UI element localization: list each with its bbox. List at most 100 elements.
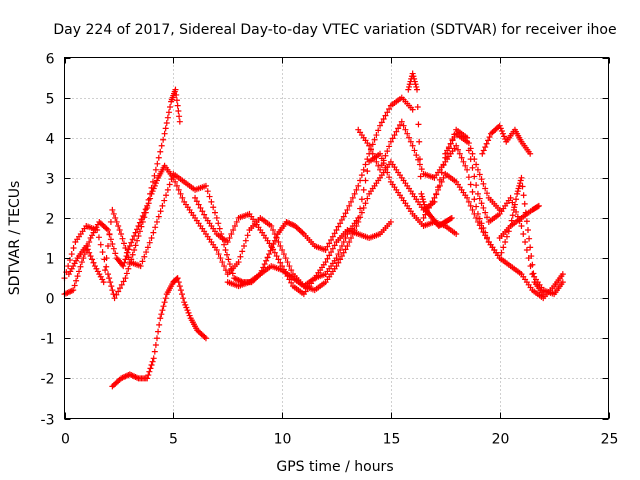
data-point bbox=[400, 122, 407, 129]
data-point bbox=[208, 198, 215, 205]
data-point bbox=[355, 218, 362, 225]
data-point bbox=[110, 245, 117, 252]
data-point bbox=[163, 120, 170, 127]
data-point bbox=[106, 230, 113, 237]
data-point bbox=[179, 291, 186, 298]
data-point bbox=[120, 263, 127, 270]
series-track-10 bbox=[479, 122, 534, 157]
data-point bbox=[530, 270, 537, 277]
data-point bbox=[146, 368, 153, 375]
data-point bbox=[70, 245, 77, 252]
data-point bbox=[129, 251, 136, 258]
data-point bbox=[183, 304, 190, 311]
data-point bbox=[149, 178, 156, 185]
data-point bbox=[176, 118, 183, 125]
data-point bbox=[442, 150, 449, 157]
data-point bbox=[482, 232, 489, 239]
data-point bbox=[153, 218, 160, 225]
data-point bbox=[110, 210, 117, 217]
data-point bbox=[149, 358, 156, 365]
data-point bbox=[445, 144, 452, 151]
x-tick-label: 25 bbox=[601, 432, 619, 448]
data-point bbox=[519, 183, 526, 190]
data-point bbox=[360, 204, 367, 211]
x-axis-label: GPS time / hours bbox=[276, 459, 393, 475]
data-point bbox=[429, 198, 436, 205]
data-point bbox=[471, 210, 478, 217]
data-point bbox=[526, 235, 533, 242]
data-point bbox=[204, 188, 211, 195]
data-point bbox=[513, 208, 520, 215]
data-point bbox=[449, 137, 456, 144]
data-point bbox=[473, 182, 480, 189]
data-point bbox=[155, 154, 162, 161]
data-point bbox=[485, 137, 492, 144]
data-point bbox=[176, 283, 183, 290]
data-point bbox=[231, 222, 238, 229]
data-point bbox=[132, 242, 139, 249]
data-point bbox=[375, 162, 382, 169]
data-point bbox=[157, 148, 164, 155]
data-point bbox=[384, 109, 391, 116]
data-point bbox=[162, 125, 169, 132]
data-point bbox=[168, 176, 175, 183]
x-tick-label: 0 bbox=[61, 432, 70, 448]
data-point bbox=[420, 214, 427, 221]
data-point bbox=[469, 206, 476, 213]
data-point bbox=[70, 287, 77, 294]
data-point bbox=[523, 247, 530, 254]
data-point bbox=[349, 194, 356, 201]
data-point bbox=[340, 239, 347, 246]
data-point bbox=[322, 247, 329, 254]
data-point bbox=[384, 148, 391, 155]
data-point bbox=[175, 279, 182, 286]
data-point bbox=[469, 150, 476, 157]
data-point bbox=[160, 136, 167, 143]
data-point bbox=[476, 215, 483, 222]
data-point bbox=[145, 200, 152, 207]
data-point bbox=[322, 259, 329, 266]
data-point bbox=[157, 315, 164, 322]
data-point bbox=[559, 271, 566, 278]
data-point bbox=[86, 239, 93, 246]
data-point bbox=[444, 147, 451, 154]
data-point bbox=[226, 261, 233, 268]
data-point bbox=[476, 222, 483, 229]
data-point bbox=[273, 253, 280, 260]
data-point bbox=[458, 154, 465, 161]
series-track-11 bbox=[496, 202, 542, 241]
data-point bbox=[99, 249, 106, 256]
data-point bbox=[172, 178, 179, 185]
y-tick-label: 6 bbox=[46, 52, 55, 68]
data-point bbox=[141, 214, 148, 221]
data-point bbox=[151, 182, 158, 189]
data-point bbox=[522, 239, 529, 246]
data-point bbox=[158, 142, 165, 149]
data-point bbox=[135, 222, 142, 229]
data-point bbox=[221, 241, 228, 248]
data-point bbox=[221, 263, 228, 270]
axes: 0 5 10 15 20 25 -3 -2 -1 0 1 2 3 4 5 6 bbox=[41, 52, 619, 448]
data-point bbox=[436, 182, 443, 189]
data-point bbox=[527, 263, 534, 270]
data-point bbox=[109, 241, 116, 248]
data-point bbox=[74, 273, 81, 280]
data-point bbox=[447, 215, 454, 222]
data-point bbox=[467, 202, 474, 209]
data-point bbox=[331, 242, 338, 249]
data-point bbox=[159, 307, 166, 314]
data-point bbox=[371, 154, 378, 161]
data-point bbox=[420, 198, 427, 205]
data-point bbox=[333, 263, 340, 270]
data-point bbox=[175, 107, 182, 114]
data-point bbox=[498, 128, 505, 135]
data-point bbox=[273, 234, 280, 241]
data-point bbox=[386, 105, 393, 112]
data-point bbox=[148, 190, 155, 197]
data-point bbox=[473, 214, 480, 221]
data-point bbox=[377, 122, 384, 129]
data-point bbox=[215, 220, 222, 227]
data-point bbox=[158, 311, 165, 318]
data-point bbox=[217, 255, 224, 262]
data-point bbox=[417, 173, 424, 180]
